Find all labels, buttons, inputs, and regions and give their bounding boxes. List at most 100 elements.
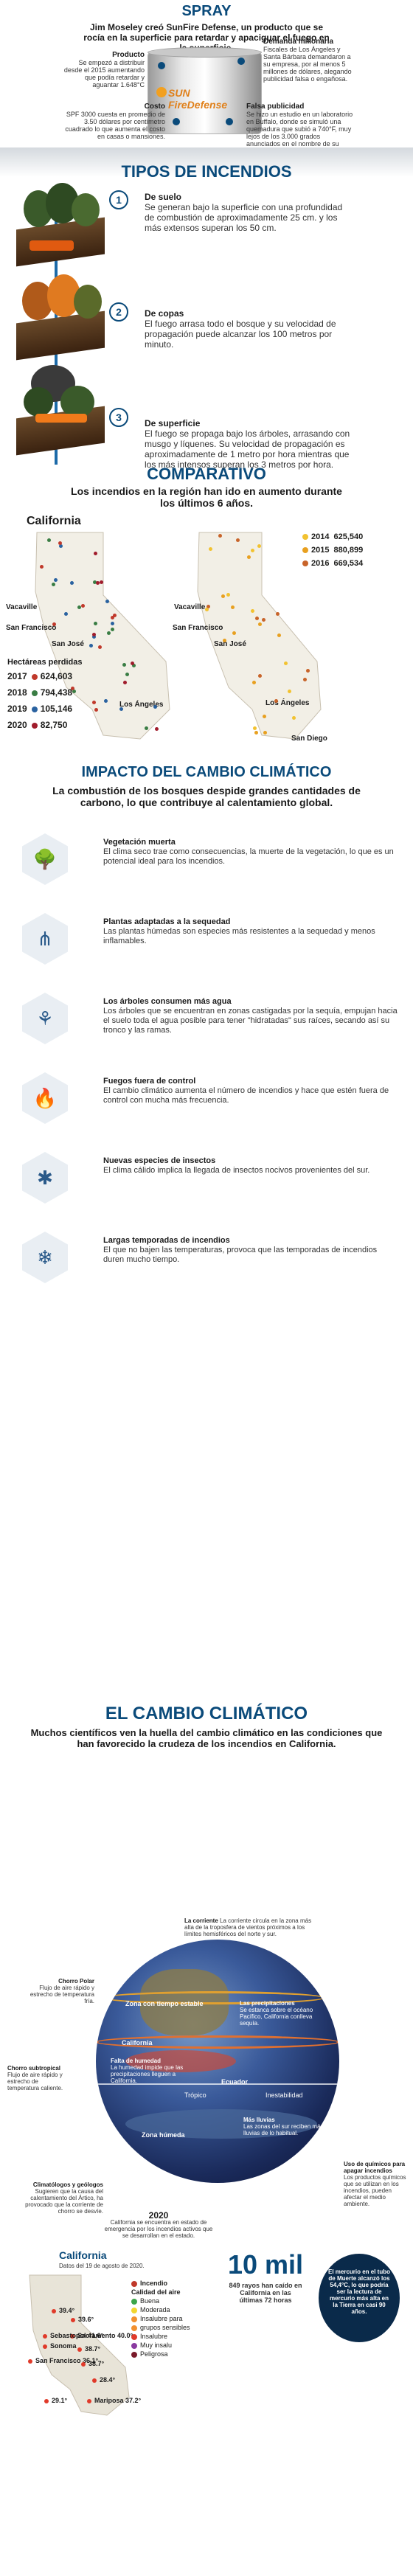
fire-mark xyxy=(257,673,262,678)
legend-item: Insalubre xyxy=(131,2332,220,2341)
map-value-text: Sacramento 40.0° xyxy=(77,2332,133,2339)
legend-label: grupos sensibles xyxy=(140,2324,190,2331)
legend-item: Buena xyxy=(131,2296,220,2305)
inestabilidad-label: Inestabilidad xyxy=(266,2091,303,2099)
legend-label: Peligrosa xyxy=(140,2350,168,2358)
fire-mark xyxy=(77,605,82,609)
legend-swatch xyxy=(131,2342,137,2349)
map-value-text: San Francisco 36.1° xyxy=(35,2357,99,2364)
fire-mark xyxy=(303,677,308,681)
map-value-text: 28.4° xyxy=(100,2376,116,2384)
fire-mark xyxy=(261,617,266,622)
city-sanjose-right: San José xyxy=(214,640,246,648)
falsa-title: Falsa publicidad xyxy=(246,103,305,111)
fire-mark xyxy=(276,611,280,616)
fire-mark xyxy=(221,594,225,599)
fire-icon xyxy=(71,2317,75,2322)
fire-mark xyxy=(89,643,94,648)
pin-producto-icon xyxy=(158,62,165,69)
year-color-dot xyxy=(31,722,38,729)
fire-mark xyxy=(125,673,130,677)
impacto-item-text: El cambio climático aumenta el número de… xyxy=(103,1086,389,1105)
map-value-label: 39.6° xyxy=(71,2316,94,2323)
pin-costo-icon xyxy=(173,118,180,125)
map-value-text: 39.6° xyxy=(78,2316,94,2323)
map-value-label: Sacramento 40.0° xyxy=(70,2332,133,2339)
fire-mark xyxy=(306,669,310,673)
year-label: 2019 xyxy=(7,704,27,714)
fire-mark xyxy=(93,552,97,556)
fire-mark xyxy=(91,701,96,705)
year-value: 669,534 xyxy=(333,559,364,568)
tipo-text: El fuego arrasa todo el bosque y su velo… xyxy=(145,319,336,350)
fire-mark xyxy=(288,690,292,694)
impacto-item-title: Vegetación muerta xyxy=(103,838,176,847)
california-map-left xyxy=(35,532,170,740)
year-row: 2019 105,146 xyxy=(7,704,88,714)
year-label: 2017 xyxy=(7,671,27,681)
map-value-text: Mariposa 37.2° xyxy=(94,2397,142,2404)
map-value-label: 39.4° xyxy=(52,2307,74,2314)
year-label: 2016 xyxy=(311,559,330,568)
year-row: 2016 669,534 xyxy=(302,559,384,568)
fire-mark xyxy=(69,580,74,585)
fire-mark xyxy=(131,661,135,665)
fire-mark xyxy=(58,544,63,548)
fire-mark xyxy=(257,544,262,549)
impacto-title: IMPACTO DEL CAMBIO CLIMÁTICO xyxy=(81,764,332,780)
fire-mark xyxy=(251,549,255,553)
fire-icon xyxy=(92,2378,97,2383)
uso-quimicos-block: Uso de químicos para apagar incendios Lo… xyxy=(344,2161,409,2207)
legend-label: Buena xyxy=(140,2297,160,2305)
fire-mark xyxy=(52,622,56,626)
pin-demanda-icon xyxy=(237,58,245,65)
comparativo-section: COMPARATIVO Los incendios en la región h… xyxy=(0,465,413,760)
cambio-title: EL CAMBIO CLIMÁTICO xyxy=(105,1704,308,1723)
map-value-text: 38.7° xyxy=(88,2360,105,2367)
california-label: California xyxy=(122,2039,153,2046)
producto-block: Producto Se empezó a distribuir desde el… xyxy=(63,52,145,89)
fire-icon xyxy=(52,2308,56,2313)
tipo-block-2: De copas El fuego arrasa todo el bosque y… xyxy=(145,308,351,350)
impacto-item-title: Fuegos fuera de control xyxy=(103,1077,196,1086)
legend-item: grupos sensibles xyxy=(131,2323,220,2332)
corriente-text: La corriente circula en la zona más alta… xyxy=(184,1917,312,1937)
mas-lluvias-title: Más lluvias xyxy=(243,2117,275,2123)
fire-mark xyxy=(258,622,263,626)
fire-mark xyxy=(291,715,296,720)
legend-label: Moderada xyxy=(140,2306,170,2313)
fire-icon xyxy=(28,2358,32,2364)
fire-mark xyxy=(236,538,240,542)
legend-label: Muy insalu xyxy=(140,2341,173,2349)
map-value-label: 29.1° xyxy=(44,2397,67,2404)
city-vacaville-left: Vacaville xyxy=(6,603,38,611)
fire-mark xyxy=(105,600,109,604)
corriente-block: La corriente La corriente circula en la … xyxy=(184,1917,317,1937)
costo-text: SPF 3000 cuesta en promedio de 3.50 dóla… xyxy=(65,111,165,140)
map-value-label: Sonoma xyxy=(43,2342,77,2350)
fire-icon xyxy=(44,2398,49,2403)
fire-mark xyxy=(154,726,159,731)
fire-mark xyxy=(209,547,213,552)
tipos-bg-band xyxy=(0,147,413,177)
fire-mark xyxy=(252,681,257,685)
fire-mark xyxy=(104,699,108,704)
legend-swatch xyxy=(131,2325,137,2331)
chorro-polar-title: Chorro Polar xyxy=(58,1978,94,1985)
map-value-text: Sonoma xyxy=(50,2342,77,2350)
fire-mark xyxy=(223,639,227,643)
fire-mark xyxy=(263,731,268,735)
legend-label: Insalubre para xyxy=(140,2315,183,2322)
fire-icon xyxy=(81,2361,86,2367)
fire-mark xyxy=(40,564,44,569)
fire-mark xyxy=(246,555,251,560)
fire-mark xyxy=(91,632,96,636)
comparativo-subtitle: Los incendios en la región han ido en au… xyxy=(71,485,342,509)
tipo-title: De suelo xyxy=(145,192,182,202)
map-value-label: Mariposa 37.2° xyxy=(87,2397,141,2404)
fire-mark xyxy=(110,622,114,626)
climatologos-title: Climatólogos y geólogos xyxy=(32,2181,103,2188)
map-value-label: San Francisco 36.1° xyxy=(28,2357,98,2364)
year-row: 2020 82,750 xyxy=(7,720,88,730)
fire-mark xyxy=(99,580,103,585)
